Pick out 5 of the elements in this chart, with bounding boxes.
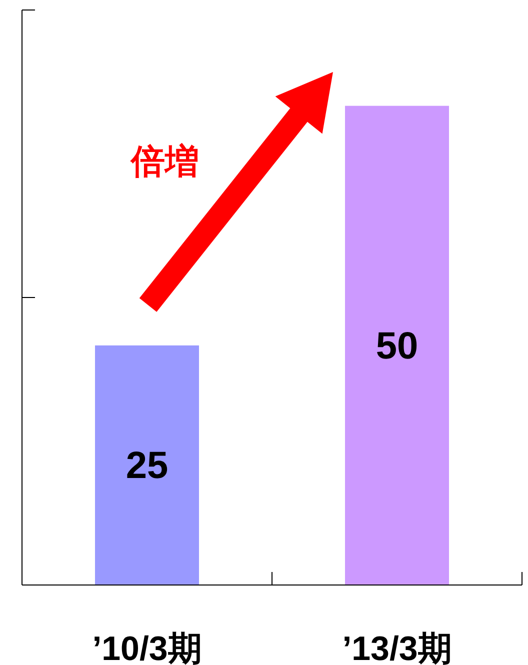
- x-tick-label: ’10/3期: [92, 630, 202, 665]
- annotation: 倍増: [130, 142, 199, 181]
- data-label: 50: [376, 325, 418, 368]
- data-label: 25: [126, 445, 168, 488]
- x-tick-label: ’13/3期: [342, 630, 452, 665]
